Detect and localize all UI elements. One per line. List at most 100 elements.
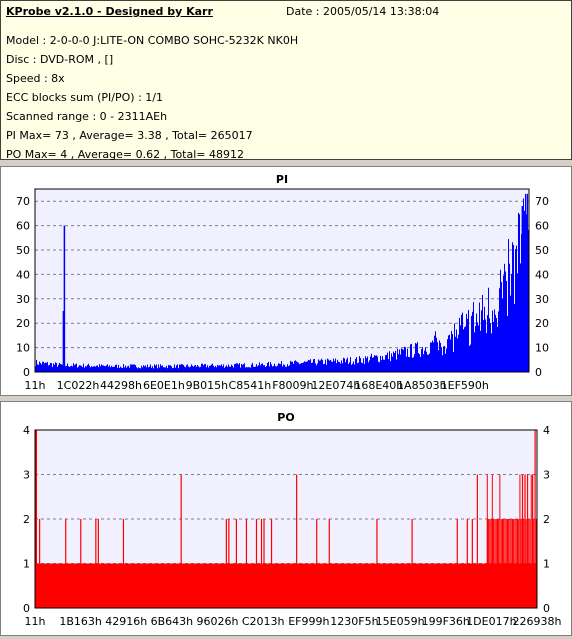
po-spike-2 bbox=[65, 519, 67, 608]
pi-bar bbox=[302, 362, 303, 372]
y-tick-label-left: 40 bbox=[16, 268, 30, 281]
po-dense-bar bbox=[498, 519, 500, 608]
x-tick-label: 15E059h bbox=[376, 615, 425, 628]
pi-bar bbox=[338, 361, 339, 372]
pi-bar bbox=[501, 282, 502, 372]
pi-bar bbox=[300, 363, 301, 372]
pi-bar bbox=[275, 366, 276, 372]
pi-bar bbox=[495, 314, 496, 372]
pi-bar bbox=[508, 239, 509, 372]
pi-bar bbox=[282, 366, 283, 372]
po-chart-panel: PO 0 0 1 1 2 2 3 3 4 4 11h 1B163h 42916h 6B643h 96026h C… bbox=[0, 401, 572, 636]
pi-bar bbox=[247, 367, 248, 372]
pi-bar bbox=[431, 342, 432, 372]
pi-bar bbox=[410, 344, 411, 372]
pi-bar bbox=[521, 234, 522, 372]
x-tick-label: 6B643h bbox=[151, 615, 194, 628]
pi-bar bbox=[418, 353, 419, 372]
pi-bar bbox=[38, 364, 39, 372]
pi-bar bbox=[270, 362, 271, 372]
pi-bar bbox=[70, 366, 71, 372]
pi-bar bbox=[116, 364, 117, 372]
pi-bar bbox=[158, 364, 159, 372]
ecc-line: ECC blocks sum (PI/PO) : 1/1 bbox=[6, 91, 163, 104]
pi-bar bbox=[450, 339, 451, 372]
pi-bar bbox=[284, 364, 285, 372]
pi-bar bbox=[174, 364, 175, 372]
pi-bar bbox=[184, 366, 185, 372]
pi-bar bbox=[439, 340, 440, 372]
pi-bar bbox=[319, 360, 320, 372]
pi-bar bbox=[124, 367, 125, 372]
x-tick-label: 1B163h bbox=[59, 615, 102, 628]
pi-bar bbox=[178, 368, 179, 372]
pi-bar bbox=[62, 364, 63, 372]
pi-bar bbox=[523, 198, 524, 372]
pi-bar bbox=[241, 364, 242, 372]
pi-bar bbox=[358, 362, 359, 372]
pi-bar bbox=[71, 365, 72, 372]
pi-bar bbox=[290, 360, 291, 372]
pi-bar bbox=[295, 360, 296, 372]
po-dense-bar bbox=[510, 519, 512, 608]
pi-bar bbox=[339, 362, 340, 372]
pi-bar bbox=[237, 363, 238, 372]
pi-stats-line: PI Max= 73 , Average= 3.38 , Total= 2650… bbox=[6, 129, 253, 142]
pi-bar bbox=[525, 193, 526, 372]
pi-bar bbox=[153, 368, 154, 372]
pi-bar bbox=[228, 364, 229, 372]
pi-bar bbox=[144, 366, 145, 372]
po-dense-bar bbox=[513, 519, 515, 608]
pi-bar bbox=[417, 342, 418, 372]
pi-bar bbox=[171, 366, 172, 372]
pi-spike bbox=[521, 206, 524, 372]
pi-bar bbox=[191, 364, 192, 372]
po-dense-bar bbox=[519, 474, 521, 608]
pi-bar bbox=[475, 326, 476, 372]
pi-bar bbox=[281, 360, 282, 372]
pi-bar bbox=[482, 294, 483, 372]
po-dense-bar bbox=[521, 474, 523, 608]
pi-bar bbox=[306, 361, 307, 372]
y-tick-label-right: 0 bbox=[535, 366, 542, 379]
pi-bar bbox=[108, 366, 109, 372]
po-dense-bar bbox=[533, 519, 535, 608]
chart-title: PO bbox=[277, 411, 294, 424]
po-spike-2 bbox=[228, 519, 230, 608]
x-tick-label: 9B015h bbox=[186, 379, 229, 392]
pi-bar bbox=[129, 367, 130, 372]
pi-bar bbox=[253, 366, 254, 372]
po-spike-2 bbox=[260, 519, 263, 608]
pi-bar bbox=[470, 344, 471, 372]
pi-bar bbox=[461, 314, 462, 372]
pi-bar bbox=[430, 342, 431, 372]
pi-bar bbox=[163, 367, 164, 372]
pi-bar bbox=[305, 361, 306, 372]
pi-bar bbox=[359, 356, 360, 372]
pi-bar bbox=[271, 364, 272, 372]
pi-bar bbox=[208, 367, 209, 372]
pi-bar bbox=[244, 363, 245, 372]
pi-bar bbox=[288, 366, 289, 372]
pi-bar bbox=[59, 362, 60, 372]
pi-bar bbox=[383, 359, 384, 372]
pi-bar bbox=[43, 361, 44, 372]
y-tick-label-left: 2 bbox=[23, 513, 30, 526]
y-tick-label-right: 60 bbox=[535, 220, 549, 233]
po-dense-bar bbox=[524, 474, 526, 608]
pi-bar bbox=[93, 366, 94, 372]
pi-bar bbox=[463, 329, 464, 372]
po-spike-2 bbox=[235, 519, 237, 608]
po-spike-2 bbox=[471, 519, 473, 608]
pi-bar bbox=[259, 362, 260, 372]
pi-bar bbox=[422, 347, 423, 372]
pi-bar bbox=[398, 354, 399, 372]
pi-bar bbox=[94, 366, 95, 372]
pi-bar bbox=[251, 364, 252, 372]
pi-bar bbox=[201, 363, 202, 372]
pi-bar bbox=[141, 365, 142, 372]
pi-spike bbox=[62, 311, 65, 372]
pi-bar bbox=[333, 358, 334, 372]
pi-bar bbox=[432, 340, 433, 372]
pi-bar bbox=[396, 359, 397, 372]
